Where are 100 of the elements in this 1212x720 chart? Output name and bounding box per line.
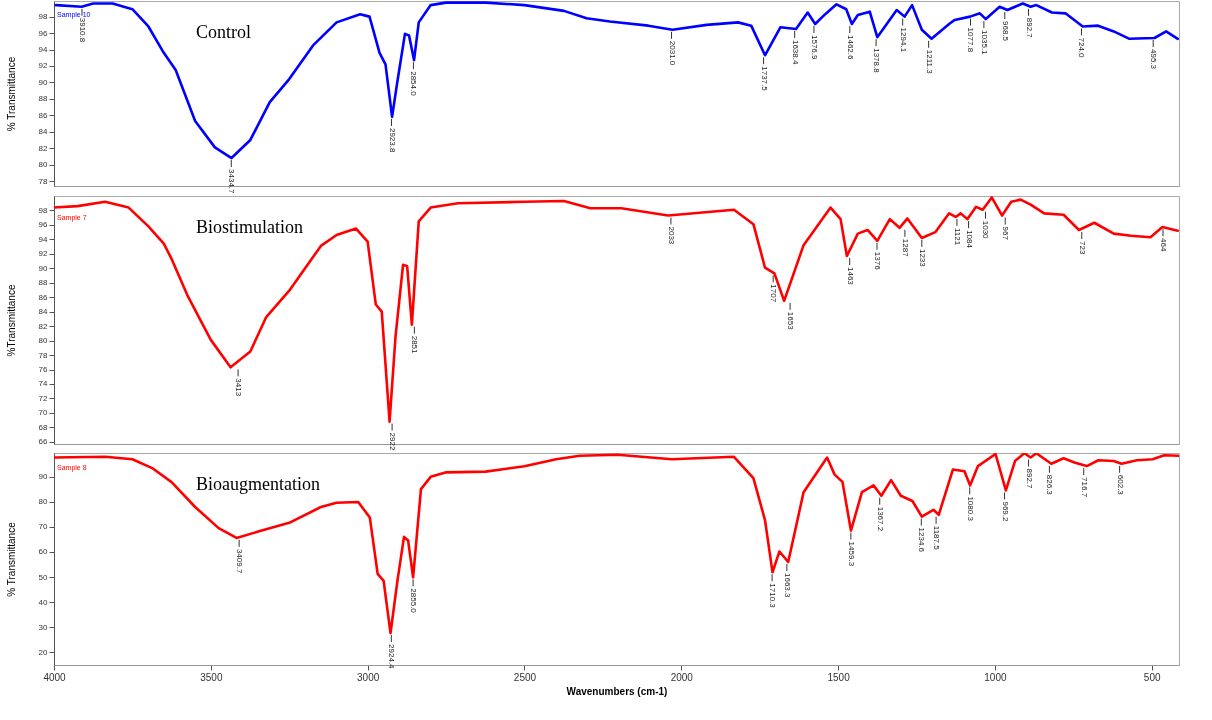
y-tick-label: 84 [38, 127, 49, 137]
annotation: Control [196, 22, 252, 42]
y-tick-label: 40 [38, 597, 49, 607]
annotation: 967 [1001, 226, 1011, 241]
y-tick-label: 80 [38, 497, 49, 507]
y-axis-title: %Transmittance [5, 284, 17, 357]
y-tick-label: 94 [38, 234, 49, 244]
annotation: 969.2 [1000, 501, 1010, 522]
annotation: 1737.5 [759, 66, 769, 92]
annotation: 968.5 [1000, 21, 1010, 42]
annotation: 723 [1077, 240, 1087, 255]
annotation: 2031.0 [667, 40, 677, 66]
annotation: 1080.3 [965, 496, 975, 522]
annotation: 1710.3 [768, 583, 778, 609]
y-tick-label: 20 [38, 647, 49, 657]
y-tick-label: 80 [38, 160, 49, 170]
y-tick-label: 88 [38, 94, 49, 104]
y-tick-label: 82 [38, 143, 49, 153]
annotation: 3413 [234, 378, 244, 397]
annotation: 1077.8 [966, 27, 976, 53]
y-tick-label: 96 [38, 28, 49, 38]
y-tick-label: 82 [38, 321, 49, 331]
annotation: 1234.6 [917, 527, 927, 553]
y-tick-label: 92 [38, 249, 49, 259]
line-series [54, 196, 1179, 423]
y-tick-label: 68 [38, 422, 49, 432]
annotation: 495.3 [1149, 49, 1159, 70]
annotation: 2855.0 [409, 588, 419, 614]
y-tick-label: 78 [38, 350, 49, 360]
x-tick-label: 4000 [43, 671, 67, 683]
y-tick-label: 76 [38, 365, 49, 375]
annotation: 1294.1 [898, 27, 908, 53]
y-tick-label: 90 [38, 263, 49, 273]
x-tick-label: 1000 [984, 671, 1007, 683]
annotation: 1287 [900, 238, 910, 258]
y-tick-label: 80 [38, 336, 49, 346]
line-series [54, 1, 1179, 160]
annotation: 1576.9 [809, 35, 819, 61]
annotation: 2854.0 [409, 71, 419, 97]
annotation: 716.7 [1079, 477, 1089, 498]
y-axis-title: % Transmittance [5, 521, 17, 597]
annotation: 1378.8 [872, 48, 882, 74]
y-tick-label: 74 [38, 379, 49, 389]
y-tick-label: 88 [38, 278, 49, 288]
annotation: 1035.1 [979, 30, 989, 56]
y-tick-label: 96 [38, 220, 49, 230]
y-tick-label: 92 [38, 61, 49, 71]
x-tick-label: 3000 [357, 671, 380, 683]
annotation: 2922 [388, 432, 398, 451]
y-tick-label: 70 [38, 522, 49, 532]
annotation: 1030 [981, 220, 991, 240]
x-tick-label: 1500 [827, 671, 851, 683]
annotation: 1663.3 [782, 573, 792, 599]
annotation: 2033 [666, 226, 676, 245]
y-tick-label: 98 [38, 12, 49, 22]
y-tick-label: 86 [38, 292, 49, 302]
y-tick-label: 78 [38, 176, 49, 186]
x-axis-title: Wavenumbers (cm-1) [566, 685, 668, 697]
x-tick-label: 2000 [670, 671, 694, 683]
y-tick-label: 66 [38, 437, 49, 447]
annotation: 1707 [769, 284, 779, 303]
annotation: 3434.7 [227, 169, 237, 195]
y-tick-label: 60 [38, 547, 49, 557]
annotation: 892.7 [1024, 468, 1034, 490]
y-tick-label: 30 [38, 622, 49, 632]
y-tick-label: 86 [38, 110, 49, 120]
y-tick-label: 50 [38, 572, 49, 582]
y-tick-label: 70 [38, 408, 49, 418]
y-tick-label: 72 [38, 393, 49, 403]
annotation: 1211.3 [924, 49, 934, 75]
annotation: 1638.4 [790, 39, 800, 65]
annotation: 1084 [964, 230, 974, 249]
annotation: 2924.4 [387, 644, 397, 670]
x-tick-label: 2500 [513, 671, 537, 683]
annotation: 3409.7 [235, 548, 245, 574]
annotation: 1233 [917, 248, 927, 268]
annotation: 1367.2 [875, 506, 885, 532]
annotation: 2851 [410, 335, 420, 355]
annotation: 1121 [952, 227, 962, 246]
annotation: 826.3 [1045, 474, 1055, 496]
line-series [54, 453, 1179, 635]
annotation: 1463 [845, 267, 855, 286]
annotation: 3910.8 [77, 17, 87, 43]
y-tick-label: 90 [38, 472, 49, 482]
annotation: 464 [1159, 238, 1168, 252]
annotation: 1459.3 [846, 541, 856, 567]
y-tick-label: 84 [38, 307, 49, 317]
annotation: 1653 [786, 311, 796, 331]
annotation: 2923.8 [387, 127, 397, 153]
y-tick-label: 90 [38, 77, 49, 87]
annotation: Bioaugmentation [196, 474, 320, 494]
annotation: 892.7 [1024, 17, 1034, 39]
x-tick-label: 500 [1143, 671, 1161, 683]
annotation: 1376 [872, 251, 882, 271]
annotation: 602.3 [1115, 474, 1125, 496]
y-tick-label: 94 [38, 45, 49, 55]
annotation: 1462.6 [845, 35, 855, 61]
y-axis-title: % Transmittance [5, 56, 17, 132]
annotation: 724.0 [1077, 37, 1087, 59]
x-tick-label: 3500 [200, 671, 223, 683]
